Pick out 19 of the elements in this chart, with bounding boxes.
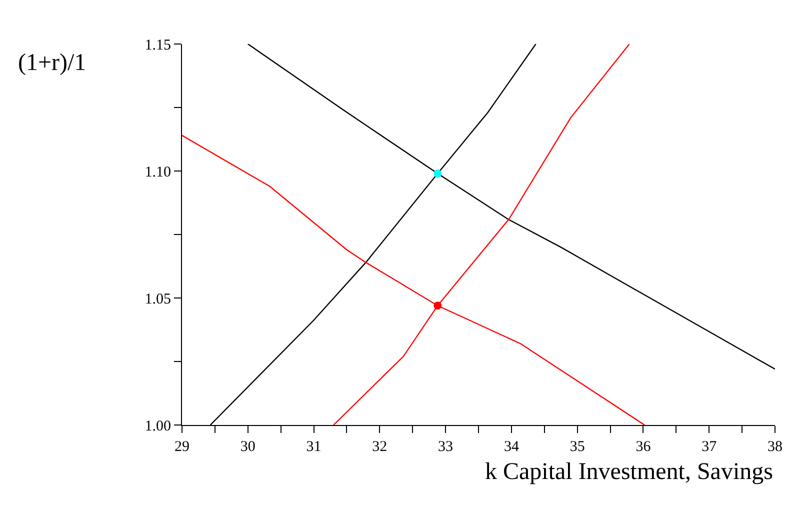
- x-tick-label: 31: [306, 439, 322, 455]
- x-tick-label: 29: [174, 439, 190, 455]
- y-tick-label: 1.00: [144, 418, 171, 434]
- x-tick-label: 37: [702, 439, 718, 455]
- line-series: [182, 134, 646, 425]
- x-tick-label: 33: [438, 439, 454, 455]
- line-series: [247, 44, 775, 370]
- y-tick-label: 1.10: [144, 164, 171, 180]
- y-tick-label: 1.15: [144, 37, 171, 54]
- x-tick-label: 34: [504, 439, 520, 455]
- x-tick-label: 38: [768, 439, 782, 455]
- x-tick-label: 35: [570, 439, 585, 455]
- line-series: [332, 44, 630, 425]
- x-tick-label: 30: [240, 439, 256, 455]
- y-tick-label: 1.05: [144, 291, 171, 308]
- y-axis-title: (1+r)/1: [18, 50, 86, 76]
- x-tick-label: 32: [372, 439, 388, 455]
- x-axis-title: k Capital Investment, Savings: [485, 459, 773, 485]
- x-tick-label: 36: [636, 439, 652, 455]
